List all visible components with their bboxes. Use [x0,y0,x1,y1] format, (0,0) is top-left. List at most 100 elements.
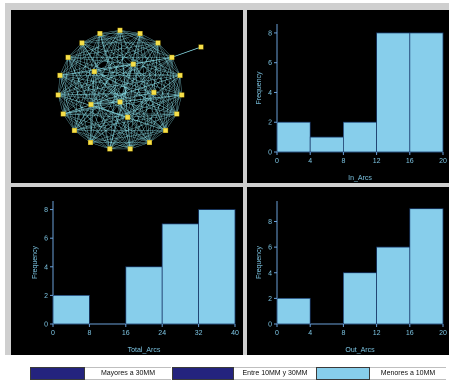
network-node [125,114,131,120]
network-edge [74,33,101,131]
total-arcs-x-tick-label: 16 [122,330,130,337]
network-node [179,92,185,98]
total-arcs-y-tick-label: 4 [44,264,48,271]
network-edge [81,42,92,105]
network-node [91,69,97,75]
network-edge [119,101,177,115]
network-edge [139,33,181,76]
in-arcs-x-tick-label: 8 [341,158,345,165]
network-edge [165,75,181,131]
network-edge [109,130,166,150]
total-arcs-x-tick-label: 32 [195,330,203,337]
in-arcs-bar [343,121,378,153]
network-edge [58,42,83,96]
network-edge [90,142,110,150]
network-edge [59,75,150,143]
network-edge [119,57,173,103]
network-edge [99,33,182,96]
network-edge [67,57,92,105]
network-edge [149,57,173,143]
network-edge [90,92,154,105]
out-arcs-y-tick-label: 4 [268,270,272,277]
network-edge [63,33,101,115]
out-arcs-bar [276,297,311,325]
out-arcs-y-label: Frequency [256,245,263,279]
network-edge [90,104,150,143]
network-node [65,54,71,60]
network-edge [63,94,182,115]
network-edge [129,33,141,149]
network-edge [153,92,177,115]
network-edge [58,94,75,131]
in-arcs-y-tick-label: 6 [268,60,272,67]
network-edge [139,33,155,93]
network-edge [94,71,166,131]
network-node [169,54,175,60]
network-edge [63,104,91,115]
in-arcs-y-tick-label: 2 [268,120,272,127]
out-arcs-y-tick-label: 2 [268,296,272,303]
network-edge [59,57,69,76]
in-arcs-bar [309,136,344,153]
total-arcs-x-tick-label: 8 [87,330,91,337]
network-node [57,72,63,78]
network-edge [149,94,182,143]
network-edge [63,113,75,131]
network-edge [109,57,173,150]
network-edge [157,42,182,96]
network-edge [176,94,183,115]
network-node [177,72,183,78]
network-edge [58,92,154,96]
network-edge [109,101,121,149]
network-edge [94,71,111,149]
network-edge [127,75,181,118]
network-node [151,89,157,95]
network-edge [94,63,134,72]
total-arcs-y-tick-label: 6 [44,236,48,243]
network-node [71,127,77,133]
in-arcs-bar [376,32,411,153]
network-edge [90,101,121,143]
network-edge [109,94,182,150]
network-graph [55,27,204,152]
network-edge [99,33,181,76]
out-arcs-x-tick-label: 0 [275,330,279,337]
network-edge [127,113,177,118]
network-edge [119,30,173,58]
network-edge [133,64,155,93]
legend-swatch-entre [172,367,234,380]
network-edge [129,42,159,149]
network-edge [171,46,202,58]
network-nodes [55,27,204,152]
network-edge [130,94,182,150]
out-arcs-histogram: 0 4 8 12 16 20 0 2 4 6 8 Out_Arcs Frequency [256,201,447,354]
network-edge [57,75,61,95]
network-node [107,146,113,152]
network-node [79,40,85,46]
network-edge [153,42,159,93]
network-edge [94,71,181,76]
total-arcs-x-label: Total_Arcs [128,347,161,354]
legend: Mayores a 30MM Entre 10MM y 30MM Menores… [30,367,448,380]
in-arcs-x-tick-label: 0 [275,158,279,165]
in-arcs-y-tick-label: 4 [268,90,272,97]
network-edge [74,130,131,150]
out-arcs-y-tick-label: 0 [268,322,272,329]
network-edge [127,117,131,149]
network-edge [90,64,134,105]
in-arcs-histogram-panel: 0 4 8 12 16 20 0 2 4 6 8 In_Arcs Frequency [247,10,449,183]
network-node [147,140,153,146]
network-edge [81,42,128,118]
network-edge [99,33,121,103]
network-edge [90,64,134,143]
network-edge [140,33,159,44]
in-arcs-x-label: In_Arcs [348,175,372,182]
network-edge [68,33,141,58]
network-node [60,111,66,117]
in-arcs-bar [409,32,444,153]
network-node [88,101,94,107]
network-edge [171,57,178,115]
network-edge [67,57,128,118]
in-arcs-histogram: 0 4 8 12 16 20 0 2 4 6 8 In_Arcs Frequency [256,24,447,182]
in-arcs-x-tick-label: 4 [308,158,312,165]
